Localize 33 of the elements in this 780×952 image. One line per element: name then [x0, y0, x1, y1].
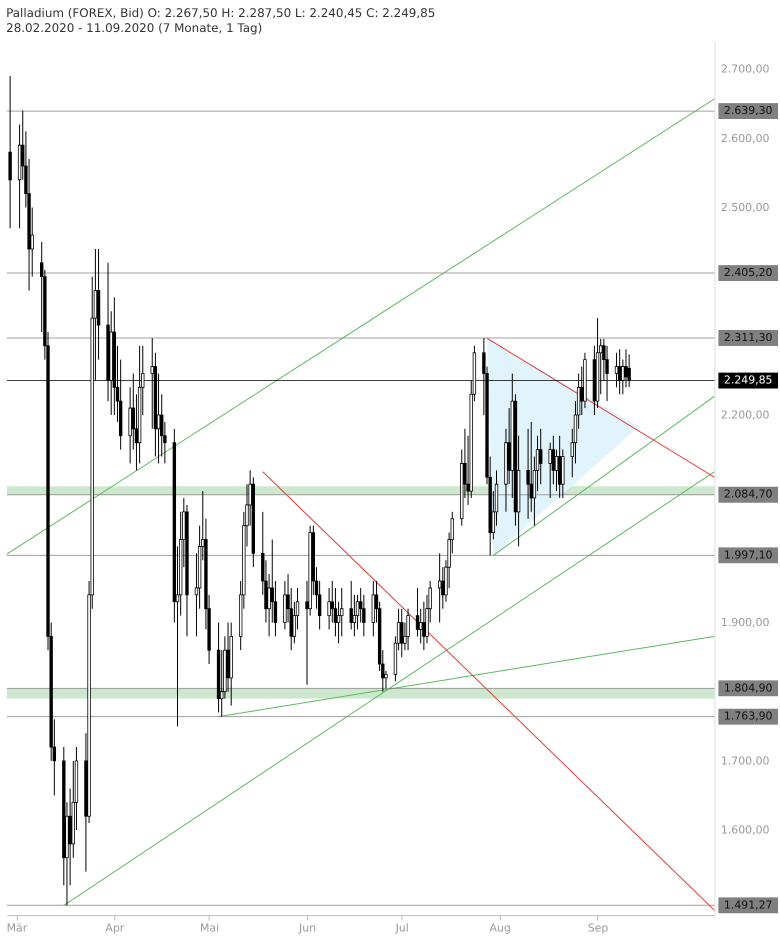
candlestick: [438, 552, 442, 624]
y-tick-label: 1.900,00: [720, 616, 770, 630]
candlestick: [539, 428, 542, 485]
x-tick-label: Mai: [200, 922, 220, 935]
y-tick-label: 1.700,00: [720, 754, 770, 768]
chart-subtitle: 28.02.2020 - 11.09.2020 (7 Monate, 1 Tag): [6, 20, 262, 35]
ref-line-label: 2.405,20: [724, 266, 773, 280]
ref-line-label: 1.997,10: [724, 548, 773, 562]
ref-line-label: 1.763,90: [724, 710, 773, 723]
x-tick-label: Mär: [6, 922, 28, 935]
candlestick: [400, 608, 404, 658]
candlestick: [419, 608, 422, 644]
ref-line-label: 2.311,30: [724, 330, 773, 344]
x-tick-label: Aug: [490, 922, 511, 935]
x-tick-label: Sep: [588, 922, 608, 935]
y-tick-label: 1.600,00: [720, 824, 770, 837]
candlestick: [422, 601, 426, 651]
ref-line-label: 1.804,90: [724, 681, 773, 694]
y-tick-label: 2.700,00: [720, 62, 770, 76]
candlestick: [406, 608, 410, 651]
candlestick: [352, 594, 356, 637]
candlestick: [548, 442, 552, 499]
y-tick-label: 2.200,00: [720, 408, 770, 422]
ref-line-label: 2.249,85: [724, 373, 772, 386]
chart-title: Palladium (FOREX, Bid) O: 2.267,50 H: 2.287,50 L: 2.240,45 C: 2.249,85: [6, 6, 436, 20]
ref-line-label: 1.491,27: [724, 898, 772, 912]
x-tick-label: Jun: [298, 922, 316, 935]
y-tick-label: 2.500,00: [720, 200, 770, 214]
ref-line-label: 2.639,30: [724, 104, 773, 118]
x-tick-label: Jul: [394, 922, 409, 935]
ref-line-label: 2.084,70: [724, 488, 773, 501]
x-tick-label: Apr: [105, 922, 125, 935]
y-tick-label: 2.600,00: [720, 132, 770, 145]
